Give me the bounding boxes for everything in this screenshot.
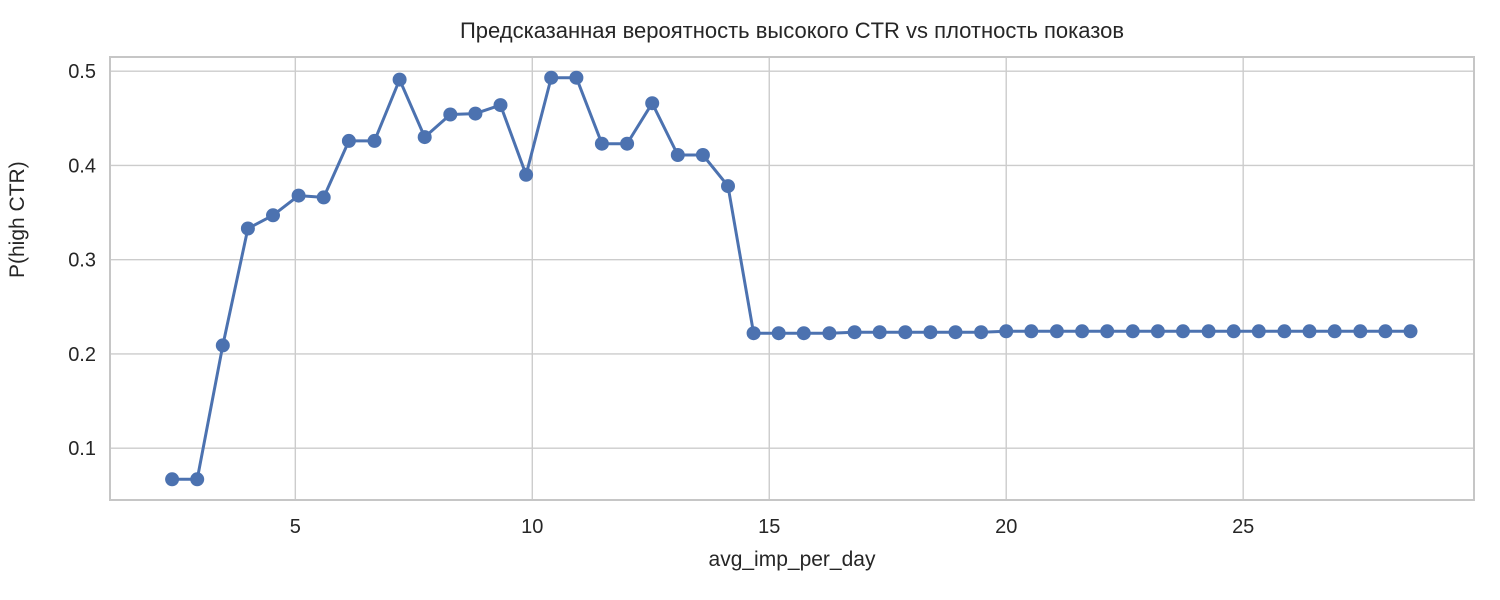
data-point	[468, 106, 483, 121]
data-point	[341, 133, 356, 148]
y-tick-label: 0.3	[68, 250, 96, 272]
data-point	[974, 325, 989, 340]
data-point	[1378, 324, 1393, 339]
data-point	[1353, 324, 1368, 339]
data-point	[594, 136, 609, 151]
data-point	[948, 325, 963, 340]
data-point	[519, 167, 534, 182]
series-line	[170, 76, 1412, 481]
data-point	[771, 326, 786, 341]
data-point	[822, 326, 837, 341]
data-point	[898, 325, 913, 340]
data-point	[1201, 324, 1216, 339]
data-point	[266, 208, 280, 223]
data-point	[291, 188, 306, 203]
data-point	[746, 326, 761, 341]
data-point	[417, 130, 432, 145]
data-point	[999, 324, 1014, 339]
data-point	[796, 326, 811, 341]
data-point	[670, 148, 685, 162]
data-point	[1226, 324, 1241, 339]
data-point	[1100, 324, 1115, 339]
data-point	[847, 325, 862, 340]
data-point	[872, 325, 887, 340]
x-tick-label: 20	[995, 516, 1017, 538]
data-point	[392, 72, 407, 87]
data-point	[316, 190, 331, 205]
data-point	[367, 133, 382, 148]
x-tick-label: 10	[521, 516, 543, 538]
data-point	[1024, 324, 1039, 339]
data-point	[1049, 324, 1064, 339]
data-point	[1302, 324, 1317, 339]
y-tick-label: 0.5	[68, 61, 96, 83]
data-point	[569, 70, 584, 85]
data-point	[240, 221, 255, 236]
y-tick-label: 0.2	[68, 344, 96, 366]
data-point	[1150, 324, 1165, 339]
data-point	[443, 107, 458, 122]
data-point	[215, 338, 230, 353]
y-tick-label: 0.4	[68, 155, 96, 177]
data-point	[923, 325, 938, 340]
axes-border	[109, 56, 1475, 501]
data-point	[1327, 324, 1342, 339]
data-point	[721, 179, 735, 194]
data-point	[620, 136, 635, 151]
data-point	[493, 98, 508, 113]
data-point	[1251, 324, 1266, 339]
data-point	[165, 472, 180, 487]
x-axis-label: avg_imp_per_day	[708, 548, 876, 571]
x-tick-label: 15	[758, 516, 780, 538]
y-tick-label: 0.1	[68, 438, 96, 460]
x-tick-label: 5	[290, 516, 301, 538]
data-point	[695, 148, 710, 162]
data-point	[1125, 324, 1140, 339]
data-point	[544, 70, 559, 85]
data-point	[645, 96, 660, 111]
data-point	[1403, 324, 1418, 339]
data-point	[1075, 324, 1090, 339]
x-tick-label: 25	[1232, 516, 1254, 538]
chart-title: Предсказанная вероятность высокого CTR v…	[459, 18, 1125, 43]
data-point	[1176, 324, 1190, 339]
data-point	[1277, 324, 1292, 339]
data-point	[190, 472, 205, 487]
